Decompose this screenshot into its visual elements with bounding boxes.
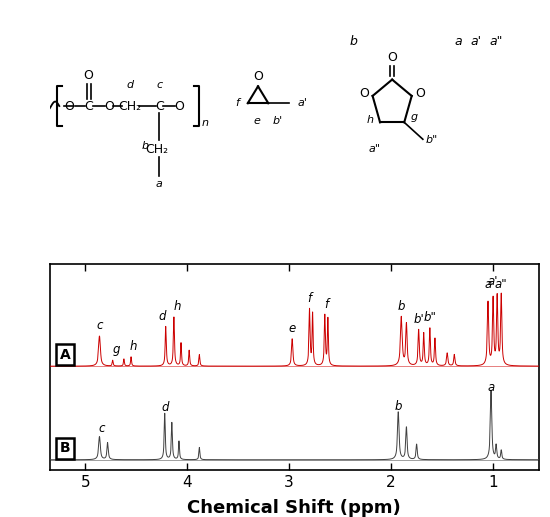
Text: a: a [487, 381, 494, 393]
Text: CH₂: CH₂ [145, 143, 168, 156]
Text: a': a' [471, 35, 482, 48]
Text: b": b" [426, 135, 438, 145]
Text: a": a" [368, 144, 380, 154]
Text: a: a [156, 179, 163, 189]
Text: a': a' [488, 275, 498, 288]
Text: n: n [201, 118, 208, 128]
Text: O: O [174, 100, 184, 113]
Text: a": a" [490, 35, 503, 48]
Text: CH₂: CH₂ [118, 100, 141, 113]
Text: h: h [174, 300, 182, 313]
Text: g: g [112, 343, 120, 356]
Text: d: d [158, 310, 166, 323]
Text: B: B [60, 442, 70, 455]
Text: A: A [60, 348, 70, 362]
Text: b: b [349, 35, 357, 48]
Text: C: C [84, 100, 93, 113]
Text: O: O [64, 100, 74, 113]
Text: c: c [96, 320, 103, 332]
Text: b: b [142, 141, 149, 151]
Text: C: C [155, 100, 163, 113]
Text: O: O [104, 100, 114, 113]
Text: f: f [307, 292, 312, 306]
Text: d: d [161, 401, 168, 415]
Text: O: O [387, 51, 397, 64]
Text: a': a' [298, 98, 307, 108]
Text: h: h [366, 115, 373, 125]
Text: O: O [253, 70, 263, 83]
Text: a": a" [495, 278, 508, 291]
Text: a: a [485, 278, 492, 291]
Text: O: O [416, 87, 426, 100]
Text: d: d [126, 80, 133, 90]
Text: h: h [130, 340, 138, 353]
X-axis label: Chemical Shift (ppm): Chemical Shift (ppm) [188, 499, 401, 516]
Text: b": b" [424, 311, 436, 324]
Text: f: f [324, 298, 328, 311]
Text: e: e [289, 322, 296, 334]
Text: a: a [454, 35, 462, 48]
Text: e: e [254, 116, 261, 126]
Text: f: f [235, 98, 239, 108]
Text: O: O [359, 87, 369, 100]
Text: c: c [98, 422, 105, 435]
Text: b: b [398, 300, 405, 313]
Text: O: O [84, 69, 94, 82]
Text: c: c [156, 80, 162, 90]
Text: b: b [394, 400, 402, 413]
Text: b': b' [413, 313, 424, 326]
Text: b': b' [272, 116, 282, 126]
Text: g: g [411, 112, 418, 121]
